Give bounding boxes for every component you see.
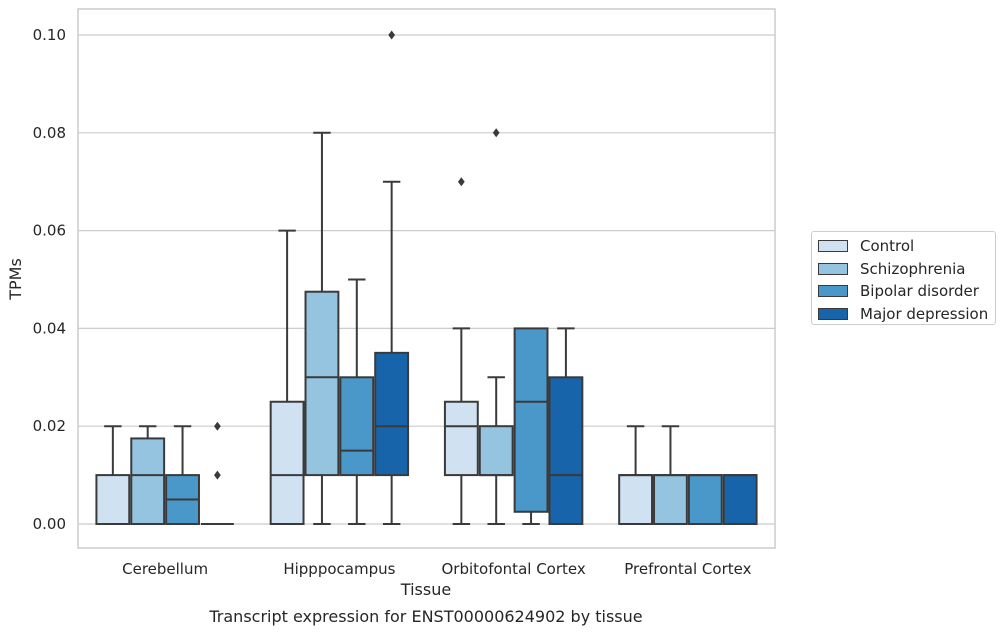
y-tick-label: 0.06 (33, 222, 66, 240)
legend-item: Bipolar disorder (818, 280, 995, 303)
box-group (165, 425, 200, 526)
box-group (339, 278, 375, 525)
box-group (269, 229, 305, 525)
x-tick-label: Prefrontal Cortex (624, 560, 751, 578)
box (339, 376, 375, 477)
box-group (548, 327, 584, 525)
legend-swatch (818, 240, 848, 253)
legend-label: Major depression (860, 304, 989, 323)
x-axis-ticks: Cerebellum Hipppocampus Orbitofontal Corte… (122, 560, 751, 578)
outlier-point (214, 421, 221, 431)
legend-item: Major depression (818, 303, 995, 326)
outlier-point (492, 128, 500, 138)
y-tick-label: 0.00 (33, 515, 66, 533)
box-group (513, 327, 549, 525)
legend-item: Schizophrenia (818, 258, 995, 281)
box (95, 474, 131, 526)
y-tick-label: 0.02 (33, 417, 66, 435)
box-group (95, 425, 131, 526)
x-tick-label: Cerebellum (122, 560, 208, 578)
legend-swatch (818, 262, 848, 275)
box (130, 437, 166, 525)
box (374, 351, 410, 477)
box (269, 400, 305, 525)
box-group (130, 425, 166, 525)
legend-label: Control (860, 237, 915, 256)
box (722, 474, 758, 526)
y-tick-label: 0.08 (33, 124, 66, 142)
box (478, 425, 514, 477)
box-group (200, 421, 234, 525)
box-group (443, 177, 479, 525)
y-tick-label: 0.10 (33, 26, 66, 44)
outlier-point (388, 30, 396, 40)
box-group (374, 30, 410, 525)
legend-item: Control (818, 235, 995, 258)
box (653, 474, 688, 526)
box-group (304, 131, 340, 525)
box-plots (95, 30, 758, 526)
box-group (618, 425, 654, 526)
outlier-point (457, 177, 465, 187)
legend-swatch (818, 285, 848, 298)
outlier-point (214, 470, 221, 480)
y-axis-label: TPMs (6, 258, 25, 301)
box-group (653, 425, 688, 526)
plot-area-frame (77, 8, 776, 549)
legend-swatch (818, 307, 848, 320)
legend: Control Schizophrenia Bipolar disorder Majo… (811, 231, 996, 325)
x-axis-label: Tissue (400, 580, 451, 599)
box (548, 376, 584, 525)
box-group (478, 128, 514, 525)
box (687, 474, 723, 526)
box (513, 327, 549, 513)
box-group (722, 474, 758, 526)
x-tick-label: Orbitofontal Cortex (442, 560, 586, 578)
box (304, 290, 340, 477)
y-tick-label: 0.04 (33, 319, 66, 337)
box (618, 474, 654, 526)
legend-label: Schizophrenia (860, 259, 966, 278)
y-axis-ticks: 0.00 0.02 0.04 0.06 0.08 0.10 (33, 26, 66, 533)
box-group (687, 474, 723, 526)
chart-title: Transcript expression for ENST0000062490… (208, 607, 642, 626)
legend-label: Bipolar disorder (860, 282, 979, 301)
x-tick-label: Hipppocampus (283, 560, 395, 578)
box (443, 400, 479, 477)
